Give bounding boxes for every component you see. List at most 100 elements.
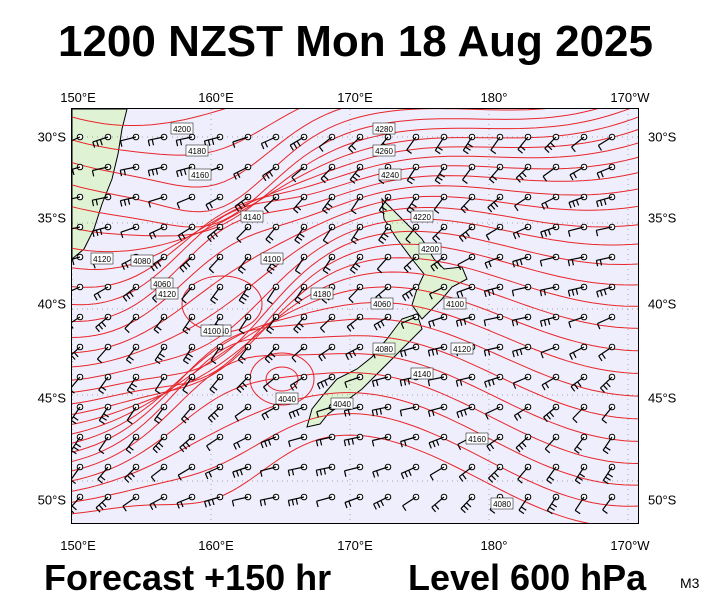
wind-barb — [91, 223, 112, 237]
wind-feather — [324, 206, 331, 211]
wind-feather — [406, 179, 413, 185]
wind-barb — [291, 163, 308, 183]
wind-staff — [148, 136, 165, 141]
wind-feather — [187, 353, 194, 358]
wind-feather — [260, 442, 264, 449]
contour-label: 4100 — [443, 297, 467, 310]
wind-feather — [159, 353, 165, 358]
wind-feather — [517, 478, 523, 484]
wind-feather — [345, 354, 350, 360]
wind-feather — [316, 501, 319, 508]
wind-feather — [124, 477, 130, 483]
contour-line — [72, 335, 638, 462]
wind-barb — [430, 253, 448, 272]
wind-barb — [371, 433, 392, 447]
wind-feather — [403, 440, 407, 447]
wind-feather — [185, 441, 191, 448]
wind-barb — [596, 193, 616, 208]
wind-staff — [122, 286, 137, 298]
wind-barb — [378, 223, 392, 244]
wind-barb — [484, 403, 504, 420]
contour-label: 4140 — [240, 210, 264, 223]
wind-barb — [542, 163, 560, 182]
wind-barb — [458, 223, 476, 242]
contour-label: 4060 — [150, 277, 174, 290]
wind-feather — [493, 472, 499, 478]
wind-staff — [261, 136, 277, 145]
wind-staff — [210, 286, 221, 301]
wind-staff — [263, 376, 277, 388]
wind-feather — [549, 506, 555, 511]
contour-line — [72, 318, 638, 453]
contour-line — [72, 301, 638, 444]
wind-feather — [547, 229, 551, 236]
wind-barb — [427, 343, 448, 357]
wind-feather — [596, 172, 601, 179]
wind-staff — [484, 316, 501, 321]
wind-barb — [207, 223, 224, 243]
wind-barb — [238, 283, 252, 305]
wind-feather — [512, 351, 515, 358]
wind-barb — [291, 343, 308, 363]
wind-barb — [179, 433, 196, 453]
contour-label: 4200 — [170, 122, 194, 135]
wind-feather — [400, 473, 405, 480]
wind-staff — [72, 436, 81, 451]
wind-feather — [605, 382, 611, 388]
wind-feather — [72, 355, 76, 360]
wind-staff — [512, 286, 529, 291]
wind-staff — [72, 136, 81, 142]
wind-staff — [572, 406, 585, 419]
wind-staff — [148, 166, 165, 171]
wind-barb — [206, 433, 224, 452]
wind-feather — [158, 442, 164, 448]
wind-feather — [399, 380, 403, 387]
wind-barb — [150, 463, 168, 482]
wind-feather — [237, 359, 244, 364]
contour-label-text: 4060 — [153, 280, 171, 289]
wind-feather — [97, 478, 103, 484]
wind-feather — [547, 318, 551, 325]
wind-feather — [293, 142, 298, 149]
wind-feather — [376, 470, 379, 477]
wind-feather — [404, 471, 408, 478]
wind-feather — [268, 266, 275, 271]
wind-staff — [430, 256, 445, 267]
wind-barb — [288, 403, 308, 419]
wind-staff — [459, 226, 473, 238]
wind-feather — [323, 175, 329, 181]
wind-barb — [153, 313, 168, 334]
contour-label: 4060 — [370, 297, 394, 310]
wind-feather — [287, 470, 291, 477]
wind-feather — [232, 471, 236, 478]
wind-staff — [406, 136, 417, 151]
wind-staff — [546, 466, 557, 481]
wind-feather — [575, 288, 579, 295]
wind-barb — [119, 193, 140, 207]
wind-barb — [568, 313, 588, 328]
wind-feather — [457, 264, 462, 271]
wind-staff — [232, 136, 249, 143]
wind-staff — [596, 256, 613, 261]
wind-barb — [147, 163, 168, 177]
contour-label-text: 4040 — [278, 395, 296, 404]
contour-label: 4080 — [372, 342, 396, 355]
wind-staff — [322, 256, 333, 271]
wind-barb — [95, 313, 112, 333]
wind-feather — [129, 291, 134, 297]
wind-staff — [260, 436, 277, 444]
wind-feather — [296, 296, 303, 301]
wind-feather — [147, 140, 151, 147]
wind-feather — [576, 446, 582, 451]
wind-barb — [264, 343, 280, 364]
wind-feather — [322, 269, 329, 275]
wind-barb — [205, 193, 224, 211]
wind-staff — [125, 346, 137, 361]
wind-feather — [98, 504, 104, 510]
wind-barb — [349, 163, 364, 184]
wind-feather — [264, 412, 269, 419]
wind-feather — [489, 509, 496, 514]
wind-feather — [459, 379, 463, 386]
wind-staff — [177, 466, 193, 476]
wind-barb — [119, 163, 140, 177]
